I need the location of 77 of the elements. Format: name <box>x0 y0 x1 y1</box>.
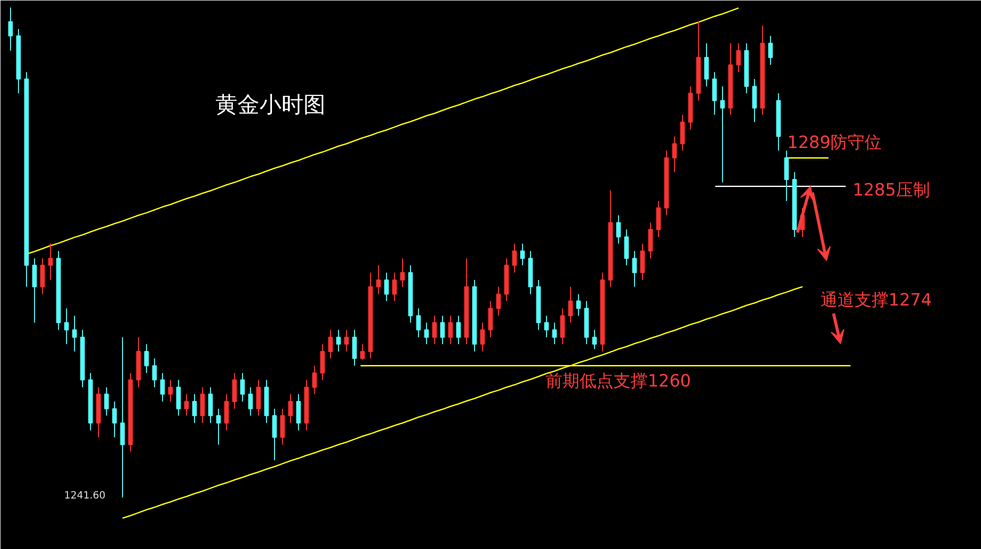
candlestick <box>32 258 37 324</box>
text: 通道支撑1274 <box>820 290 932 310</box>
candlestick <box>768 35 773 66</box>
candlestick <box>184 394 189 416</box>
candlestick <box>784 150 789 202</box>
candlestick <box>568 286 573 324</box>
candlestick <box>176 379 181 416</box>
candlestick <box>640 243 645 280</box>
candlestick <box>72 315 77 352</box>
candlestick <box>520 243 525 266</box>
candlestick <box>512 243 517 274</box>
candlestick <box>592 329 597 350</box>
candlestick <box>344 329 349 352</box>
candlestick <box>144 344 149 374</box>
candlestick <box>424 322 429 345</box>
candlestick <box>112 400 117 438</box>
ref-line-label: 前期低点支撑1260 <box>546 372 691 392</box>
candlestick <box>576 294 581 316</box>
candlestick <box>488 300 493 338</box>
candlestick <box>704 42 709 87</box>
candlestick <box>248 386 253 416</box>
candlestick <box>416 308 421 338</box>
candlestick <box>152 358 157 388</box>
candlestick <box>752 78 757 123</box>
ref-line-label: 1289防守位 <box>787 132 882 153</box>
candlestick <box>616 214 621 244</box>
candlestick <box>240 372 245 402</box>
candlestick <box>560 308 565 345</box>
candlestick <box>672 136 677 173</box>
candlestick <box>312 365 317 395</box>
candlestick <box>440 315 445 345</box>
annotation: 1241.60 <box>64 490 106 502</box>
ref-line-label: 1285压制 <box>852 180 930 200</box>
candlestick <box>656 200 661 238</box>
candlestick <box>400 258 405 288</box>
candlestick <box>624 228 629 266</box>
candlestick <box>720 86 725 183</box>
candlestick <box>64 308 69 345</box>
candlestick <box>200 386 205 424</box>
candlestick <box>272 408 277 461</box>
candlestick <box>208 386 213 424</box>
candlestick <box>48 243 53 280</box>
candlestick <box>392 272 397 302</box>
candlestick <box>360 344 365 360</box>
candlestick <box>288 394 293 424</box>
candlestick <box>104 386 109 416</box>
candlestick <box>8 7 13 52</box>
candlestick <box>456 315 461 345</box>
candlestick <box>432 315 437 345</box>
candlestick <box>336 329 341 352</box>
candlestick <box>168 379 173 402</box>
candlestick <box>40 258 45 295</box>
candlestick <box>120 336 125 498</box>
candlestick <box>224 394 229 431</box>
candlestick <box>736 42 741 73</box>
candlestick <box>384 272 389 302</box>
candlestick <box>192 394 197 424</box>
candlestick <box>216 408 221 446</box>
candlestick <box>296 394 301 431</box>
candlestick <box>496 286 501 316</box>
candlestick <box>552 322 557 345</box>
candlestick <box>448 315 453 345</box>
candlestick <box>632 250 637 288</box>
candlestick <box>328 329 333 359</box>
candlestick <box>232 372 237 410</box>
candlestick <box>680 114 685 152</box>
candlestick <box>256 379 261 416</box>
candlestick <box>544 315 549 338</box>
candlestick <box>352 329 357 366</box>
candlestick <box>376 264 381 295</box>
text: 黄金小时图 <box>216 93 326 118</box>
candlestick <box>160 372 165 402</box>
candlestick <box>648 222 653 259</box>
candlestick <box>320 344 325 380</box>
candlestick <box>480 322 485 352</box>
candlestick <box>280 408 285 446</box>
candlestick <box>712 72 717 116</box>
